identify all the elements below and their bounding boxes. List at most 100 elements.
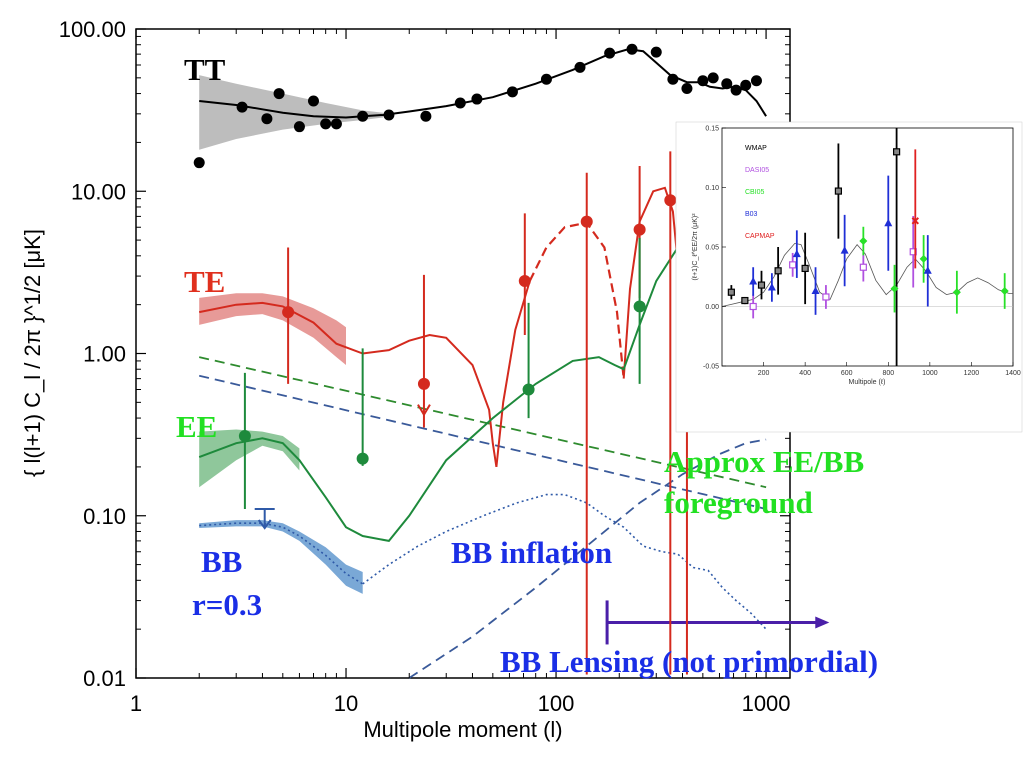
te-data-point — [417, 377, 430, 390]
x-axis-title: Multipole moment (l) — [363, 717, 562, 742]
tt-data-point — [293, 121, 305, 133]
tt-data-point — [261, 113, 273, 125]
inset-y-tick-label: 0.00 — [705, 304, 719, 311]
foreground-ee-line — [198, 356, 767, 489]
tt-data-point — [320, 118, 332, 130]
tt-data-point — [540, 73, 552, 85]
y-axis-title: { l(l+1) C_l / 2π }^1/2 [μK] — [20, 229, 45, 477]
tt-data-point — [721, 78, 733, 90]
ee-data-point — [356, 452, 369, 465]
label-bb-r: r=0.3 — [192, 587, 262, 622]
ee-cosmic-variance-band — [199, 429, 300, 488]
tt-data-point — [471, 93, 483, 105]
inset-theory-curve — [721, 242, 1013, 307]
label-foreground-2: foreground — [664, 485, 813, 520]
inset-legend-item: CAPMAP — [745, 233, 775, 240]
bb-inflation-line — [362, 493, 767, 630]
inset-b03-point — [923, 266, 932, 274]
tt-data-point — [420, 110, 432, 122]
inset-dasi05-point — [789, 261, 797, 269]
inset-x-tick-label: 600 — [841, 370, 853, 377]
inset-dasi05-point — [909, 248, 917, 256]
inset-wmap-point — [801, 264, 809, 273]
tt-data-point — [707, 72, 719, 84]
tt-data-point — [307, 95, 319, 107]
inset-legend-item: CBI05 — [745, 189, 765, 196]
inset-legend-item: WMAP — [745, 145, 767, 152]
ee-data-point — [238, 430, 251, 443]
tt-data-point — [650, 46, 662, 58]
inset-x-tick-label: 800 — [882, 370, 894, 377]
tt-data-point — [454, 97, 466, 109]
inset-y-tick-label: -0.05 — [703, 364, 719, 371]
tt-data-point — [273, 88, 285, 100]
tt-data-point — [697, 75, 709, 87]
bb-r03-line — [199, 522, 364, 585]
inset-cbi05-point — [1000, 287, 1009, 296]
inset-wmap-point — [834, 187, 843, 195]
y-tick-label: 100.00 — [59, 17, 126, 42]
inset-wmap-point — [727, 288, 735, 296]
tt-data-point — [667, 73, 679, 85]
inset-x-axis-title: Multipole (ℓ) — [849, 379, 886, 386]
tt-data-point — [604, 47, 616, 59]
te-upper-limit-arrow — [417, 404, 431, 417]
inset-capmap-point — [911, 217, 920, 225]
ee-data-point — [633, 300, 646, 313]
te-theory-rise-line — [495, 280, 531, 468]
inset-dasi05-point — [749, 302, 757, 311]
inset-dasi05-point — [822, 293, 830, 301]
label-ee: EE — [176, 409, 217, 444]
inset-cbi05-point — [859, 237, 868, 246]
te-cosmic-variance-band — [199, 293, 346, 365]
inset-b03-point — [767, 282, 776, 291]
tt-theory-line — [199, 48, 767, 119]
inset-y-tick-label: 0.10 — [705, 185, 719, 192]
inset-x-tick-label: 200 — [758, 370, 770, 377]
inset-wmap-point — [757, 281, 766, 289]
y-tick-label: 1.00 — [83, 342, 126, 367]
label-te: TE — [184, 264, 225, 299]
inset-legend: WMAP DASI05 CBI05 B03 CAPMAP — [745, 145, 775, 240]
te-data-point — [282, 306, 295, 319]
inset-x-tick-label: 1200 — [964, 370, 980, 377]
inset-b03-point — [792, 249, 801, 258]
inset-y-axis-title: (ℓ+1)C_ℓ^EE/2π (μK)² — [692, 213, 699, 281]
ee-data-point — [522, 383, 535, 396]
inset-x-tick-label: 400 — [799, 370, 811, 377]
label-bb: BB — [201, 544, 242, 579]
tt-data-point — [383, 109, 395, 121]
x-tick-label: 10 — [334, 691, 358, 716]
tt-data-point — [740, 79, 752, 91]
inset-b03-point — [749, 277, 758, 285]
te-theory-dashed-line — [528, 221, 625, 379]
bb-lensing-line — [408, 438, 767, 679]
tt-data-point — [730, 84, 742, 96]
inset-wmap-point — [741, 296, 749, 305]
ee-theory-line — [198, 246, 690, 542]
tt-data-point — [193, 157, 205, 169]
x-tick-label: 1 — [130, 691, 142, 716]
inset-dasi05-point — [859, 263, 867, 271]
inset-wmap-point — [774, 267, 782, 275]
inset-cbi05-point — [919, 254, 928, 263]
tt-data-point — [574, 61, 586, 73]
y-tick-label: 0.10 — [83, 504, 126, 529]
te-data-point — [664, 194, 677, 207]
bb-upper-limit-arrow — [257, 519, 272, 530]
label-lensing: BB Lensing (not primordial) — [500, 644, 878, 679]
inset-b03-point — [884, 218, 893, 227]
inset-cbi05-point — [890, 284, 899, 293]
uncertainty-bands — [199, 75, 383, 594]
inset-b03-point — [811, 286, 820, 295]
inset-background — [675, 121, 1023, 433]
label-foreground-1: Approx EE/BB — [664, 444, 864, 479]
label-tt: TT — [184, 52, 226, 87]
te-theory-line — [199, 301, 498, 468]
inset-wmap-point — [892, 148, 901, 156]
inset-legend-item: DASI05 — [745, 167, 769, 174]
tt-data-point — [236, 101, 248, 113]
inset-x-tick-label: 1400 — [1005, 370, 1021, 377]
y-tick-label: 10.00 — [71, 179, 126, 204]
tt-cosmic-variance-band — [199, 75, 383, 150]
